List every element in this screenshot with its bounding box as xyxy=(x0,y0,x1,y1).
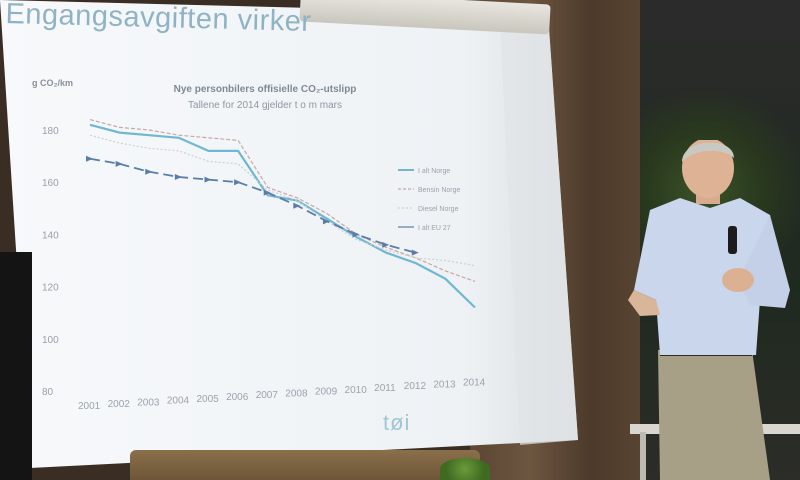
series-point xyxy=(411,249,419,256)
series-line xyxy=(89,123,476,309)
series-line xyxy=(89,157,417,254)
x-tick-label: 2004 xyxy=(167,396,190,407)
x-tick-label: 2011 xyxy=(374,383,396,394)
x-tick-label: 2001 xyxy=(78,401,101,412)
x-tick-label: 2007 xyxy=(256,390,279,401)
y-tick-label: 160 xyxy=(42,178,59,189)
x-tick-label: 2012 xyxy=(404,381,427,392)
screen-surface xyxy=(0,0,578,468)
chart-subtitle: Tallene for 2014 gjelder t o m mars xyxy=(188,100,342,111)
series-line xyxy=(89,119,476,282)
dark-stand xyxy=(0,252,32,480)
series-point xyxy=(145,168,153,175)
x-tick-label: 2009 xyxy=(315,387,338,398)
couch xyxy=(130,450,480,480)
y-tick-label: 100 xyxy=(42,335,59,346)
x-tick-label: 2013 xyxy=(433,379,456,390)
y-tick-label: 120 xyxy=(42,283,59,294)
series-point xyxy=(115,160,123,167)
legend-label: I alt Norge xyxy=(418,168,450,175)
legend-label: Bensin Norge xyxy=(418,187,461,194)
table-leg xyxy=(640,432,646,480)
series-point xyxy=(174,173,182,180)
y-tick-label: 80 xyxy=(42,387,54,398)
series-point xyxy=(86,155,93,162)
x-tick-label: 2006 xyxy=(226,392,249,403)
x-tick-label: 2010 xyxy=(345,385,368,396)
series-point xyxy=(263,189,271,196)
y-tick-label: 140 xyxy=(42,230,59,241)
series-point xyxy=(382,241,390,248)
series-point xyxy=(322,218,330,225)
legend-label: I alt EU 27 xyxy=(418,225,451,232)
series-point xyxy=(204,176,212,183)
toi-logo: tøi xyxy=(383,410,411,435)
series-line xyxy=(89,134,476,267)
series-point xyxy=(352,231,360,238)
legend-label: Diesel Norge xyxy=(418,206,459,213)
y-tick-label: 180 xyxy=(42,126,59,137)
emissions-chart: g CO₂/km Nye personbilers offisielle CO₂-… xyxy=(32,78,486,412)
x-tick-label: 2008 xyxy=(285,388,308,399)
x-tick-label: 2002 xyxy=(108,399,131,410)
x-tick-label: 2003 xyxy=(137,397,160,408)
series-point xyxy=(234,179,242,186)
projection-screen: Engangsavgiften virker g CO₂/km Nye perso… xyxy=(0,0,578,468)
chart-title: Nye personbilers offisielle CO₂-utslipp xyxy=(174,84,357,95)
y-axis-label: g CO₂/km xyxy=(32,78,73,88)
presenter xyxy=(628,140,790,480)
x-tick-label: 2005 xyxy=(196,394,219,405)
x-tick-label: 2014 xyxy=(463,378,486,389)
series-point xyxy=(293,202,301,209)
potted-plant xyxy=(440,458,490,480)
